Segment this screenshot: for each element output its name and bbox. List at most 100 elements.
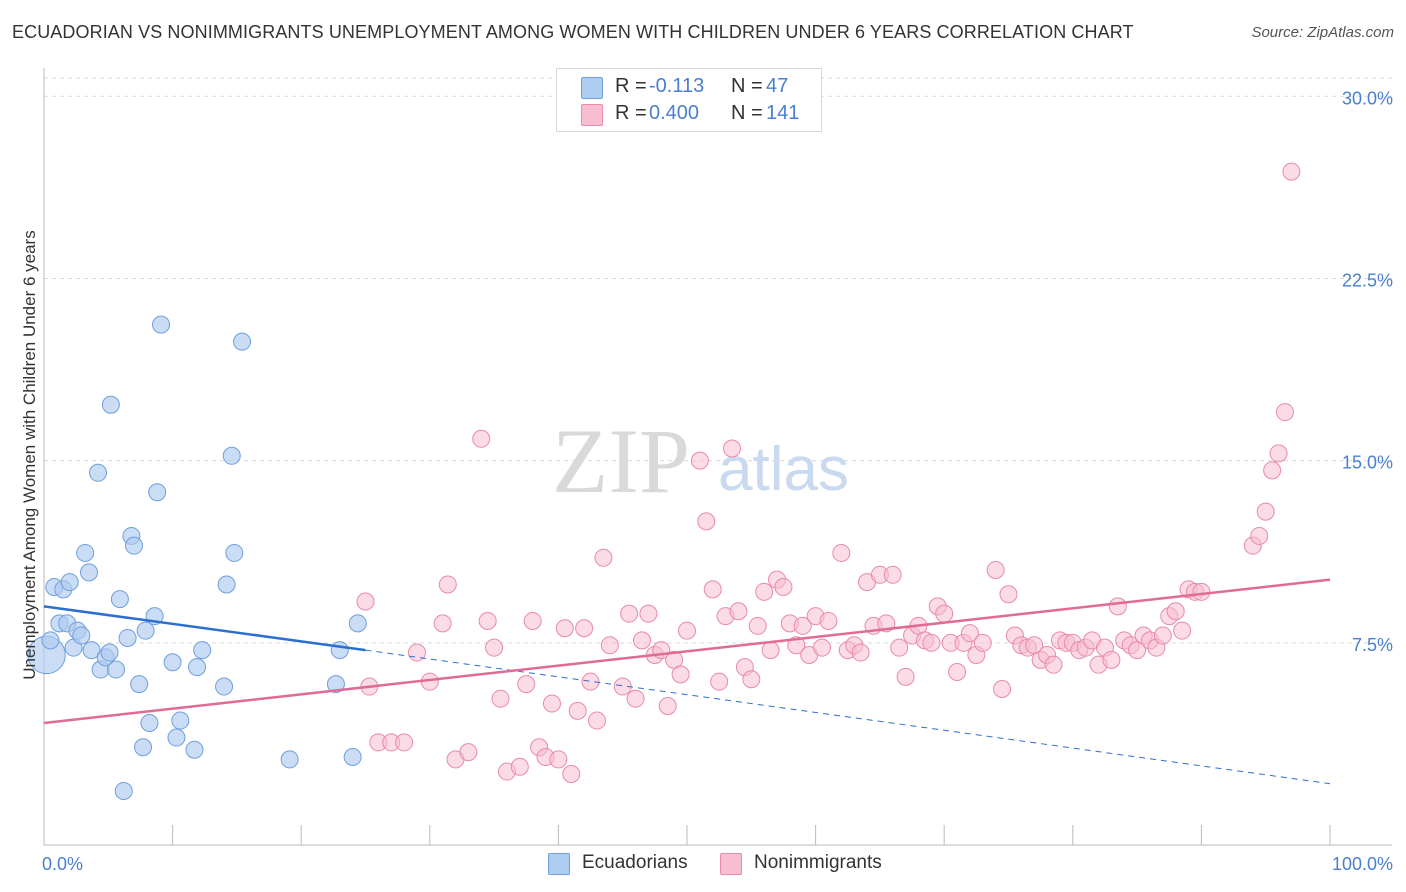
data-point-ecuadorians <box>330 641 349 660</box>
watermark-zip: ZIP <box>552 410 690 512</box>
data-point-nonimmigrants <box>491 689 510 708</box>
trend-line-nonimmigrants <box>43 578 1331 725</box>
data-point-nonimmigrants <box>1044 655 1063 674</box>
data-point-ecuadorians <box>343 747 362 766</box>
data-point-nonimmigrants <box>562 764 581 783</box>
y-axis-label: Unemployment Among Women with Children U… <box>20 230 39 680</box>
legend-n-value: 47 <box>766 75 789 97</box>
data-point-nonimmigrants <box>510 757 529 776</box>
data-point-nonimmigrants <box>832 543 851 562</box>
data-point-ecuadorians <box>185 740 204 759</box>
legend-swatch-pink <box>720 853 742 875</box>
data-point-nonimmigrants <box>517 675 536 694</box>
data-point-ecuadorians <box>348 614 367 633</box>
data-point-ecuadorians <box>225 543 244 562</box>
data-point-nonimmigrants <box>395 733 414 752</box>
data-point-nonimmigrants <box>671 665 690 684</box>
data-point-ecuadorians <box>326 675 345 694</box>
data-point-nonimmigrants <box>523 611 542 630</box>
data-point-nonimmigrants <box>581 672 600 691</box>
data-point-nonimmigrants <box>690 451 709 470</box>
data-point-nonimmigrants <box>549 750 568 769</box>
data-point-nonimmigrants <box>890 638 909 657</box>
data-point-nonimmigrants <box>755 582 774 601</box>
data-point-nonimmigrants <box>819 611 838 630</box>
data-point-ecuadorians <box>114 781 133 800</box>
data-point-ecuadorians <box>136 621 155 640</box>
data-point-ecuadorians <box>101 395 120 414</box>
legend-r-value: 0.400 <box>649 102 700 124</box>
legend-n-label: N = <box>731 75 763 97</box>
data-point-nonimmigrants <box>710 672 729 691</box>
data-point-nonimmigrants <box>459 743 478 762</box>
data-point-ecuadorians <box>215 677 234 696</box>
data-point-nonimmigrants <box>1263 461 1282 480</box>
data-point-nonimmigrants <box>594 548 613 567</box>
data-point-nonimmigrants <box>723 439 742 458</box>
data-point-nonimmigrants <box>542 694 561 713</box>
data-point-nonimmigrants <box>973 633 992 652</box>
data-point-ecuadorians <box>89 463 108 482</box>
data-point-ecuadorians <box>118 628 137 647</box>
data-point-nonimmigrants <box>960 624 979 643</box>
data-point-nonimmigrants <box>620 604 639 623</box>
data-point-nonimmigrants <box>1256 502 1275 521</box>
x-tick-label: 100.0% <box>1332 854 1393 874</box>
data-point-nonimmigrants <box>993 679 1012 698</box>
data-point-ecuadorians <box>76 543 95 562</box>
trend-lines <box>43 578 1331 785</box>
data-point-nonimmigrants <box>813 638 832 657</box>
data-point-ecuadorians <box>140 713 159 732</box>
data-point-ecuadorians <box>100 643 119 662</box>
data-point-ecuadorians <box>125 536 144 555</box>
data-point-nonimmigrants <box>658 696 677 715</box>
data-point-nonimmigrants <box>632 631 651 650</box>
trend-line-ecuadorians-extension <box>365 649 1331 785</box>
legend-label-ecuadorians: Ecuadorians <box>582 852 688 873</box>
y-tick-label: 15.0% <box>1342 453 1393 473</box>
data-point-ecuadorians <box>280 750 299 769</box>
correlation-legend: R = -0.113 N = 47 R = 0.400 N = 141 <box>556 68 822 132</box>
data-point-ecuadorians <box>130 675 149 694</box>
data-point-ecuadorians <box>167 728 186 747</box>
data-point-ecuadorians <box>222 446 241 465</box>
data-point-nonimmigrants <box>774 577 793 596</box>
data-point-nonimmigrants <box>748 616 767 635</box>
data-point-ecuadorians <box>72 626 91 645</box>
data-point-ecuadorians <box>152 315 171 334</box>
data-point-nonimmigrants <box>793 616 812 635</box>
data-point-nonimmigrants <box>555 619 574 638</box>
data-point-nonimmigrants <box>787 636 806 655</box>
data-point-nonimmigrants <box>639 604 658 623</box>
y-tick-label: 7.5% <box>1352 635 1393 655</box>
data-point-ecuadorians <box>107 660 126 679</box>
data-point-nonimmigrants <box>1275 403 1294 422</box>
data-point-nonimmigrants <box>883 565 902 584</box>
legend-r-value: -0.113 <box>649 75 705 97</box>
data-point-ecuadorians <box>188 658 207 677</box>
data-point-nonimmigrants <box>1269 444 1288 463</box>
data-point-ecuadorians <box>193 641 212 660</box>
data-point-ecuadorians <box>134 738 153 757</box>
data-point-nonimmigrants <box>433 614 452 633</box>
data-point-ecuadorians <box>171 711 190 730</box>
y-tick-label: 30.0% <box>1342 88 1393 108</box>
legend-swatch-pink <box>581 104 603 126</box>
data-point-nonimmigrants <box>986 560 1005 579</box>
legend-label-nonimmigrants: Nonimmigrants <box>754 852 882 873</box>
data-point-nonimmigrants <box>729 602 748 621</box>
data-point-nonimmigrants <box>356 592 375 611</box>
data-point-nonimmigrants <box>1173 621 1192 640</box>
data-point-nonimmigrants <box>626 689 645 708</box>
data-point-nonimmigrants <box>1153 626 1172 645</box>
data-point-ecuadorians <box>148 483 167 502</box>
data-point-nonimmigrants <box>703 580 722 599</box>
data-points <box>27 162 1301 800</box>
data-point-nonimmigrants <box>697 512 716 531</box>
chart-title: ECUADORIAN VS NONIMMIGRANTS UNEMPLOYMENT… <box>12 22 1134 42</box>
data-point-nonimmigrants <box>472 429 491 448</box>
data-point-nonimmigrants <box>1102 650 1121 669</box>
axes <box>43 68 1392 846</box>
trend-line-ecuadorians <box>43 605 366 652</box>
